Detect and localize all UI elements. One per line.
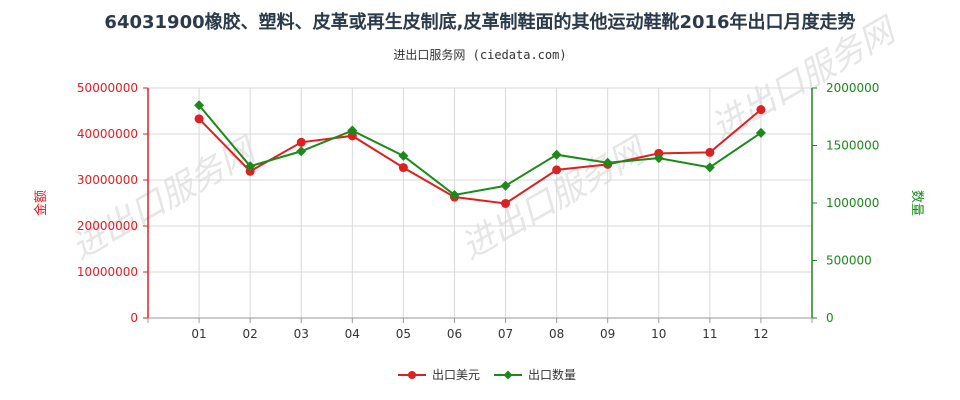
right-axis-label: 数量 <box>909 190 924 216</box>
left-axis-tick-label: 0 <box>130 311 138 325</box>
watermark-text: 进出口服务网 <box>705 9 905 148</box>
x-axis-tick-label: 11 <box>702 327 717 341</box>
left-axis-tick-label: 50000000 <box>77 81 138 95</box>
x-axis-tick-label: 10 <box>651 327 666 341</box>
series-2-point <box>500 180 511 191</box>
series-1-point <box>552 165 562 175</box>
x-axis-tick-label: 02 <box>243 327 258 341</box>
x-axis-tick-label: 09 <box>600 327 615 341</box>
legend-label: 出口美元 <box>432 368 480 382</box>
series-line-2 <box>198 104 762 197</box>
left-axis-label: 金额 <box>33 190 49 216</box>
series-1-point <box>756 105 766 115</box>
left-axis-tick-label: 10000000 <box>77 265 138 279</box>
series-2-point <box>602 157 613 168</box>
series-2-point <box>551 149 562 160</box>
series-1-point <box>194 114 204 124</box>
right-axis-tick-label: 1000000 <box>826 196 879 210</box>
x-axis-tick-label: 04 <box>345 327 360 341</box>
legend-swatch-marker <box>503 370 513 380</box>
series-2-point <box>296 146 307 157</box>
series-1-point <box>501 198 511 208</box>
chart-title: 64031900橡胶、塑料、皮革或再生皮制底,皮革制鞋面的其他运动鞋靴2016年… <box>104 12 856 33</box>
legend-label: 出口数量 <box>528 367 576 382</box>
series-line-1 <box>198 108 762 205</box>
series-1-point <box>705 147 715 157</box>
x-axis-tick-label: 08 <box>549 327 564 341</box>
series-2-point <box>449 189 460 200</box>
x-axis-tick-label: 06 <box>447 327 462 341</box>
series-2-point <box>755 127 766 138</box>
series-2-point <box>398 150 409 161</box>
series-2-point <box>245 161 256 172</box>
series-1-point <box>245 166 255 176</box>
x-axis-tick-label: 03 <box>294 327 309 341</box>
right-axis-tick-label: 2000000 <box>826 81 879 95</box>
x-axis-tick-label: 01 <box>191 327 206 341</box>
watermark-text: 进出口服务网 <box>65 129 265 268</box>
series-2-point <box>347 125 358 136</box>
chart-subtitle: 进出口服务网 (ciedata.com) <box>393 48 567 62</box>
series-2-point <box>653 153 664 164</box>
right-axis-tick-label: 500000 <box>826 254 872 268</box>
right-axis-tick-label: 1500000 <box>826 139 879 153</box>
series-1-point <box>398 163 408 173</box>
right-axis-tick-label: 0 <box>826 311 834 325</box>
series-1-point <box>347 131 357 141</box>
x-axis-tick-label: 07 <box>498 327 513 341</box>
series-2-point <box>704 162 715 173</box>
left-axis-tick-label: 20000000 <box>77 219 138 233</box>
watermark-text: 进出口服务网 <box>455 129 655 268</box>
series-2-point <box>194 100 205 111</box>
legend-swatch-marker <box>408 371 416 379</box>
left-axis-tick-label: 40000000 <box>77 127 138 141</box>
x-axis-tick-label: 05 <box>396 327 411 341</box>
x-axis-tick-label: 12 <box>753 327 768 341</box>
left-axis-tick-label: 30000000 <box>77 173 138 187</box>
series-1-point <box>296 137 306 147</box>
